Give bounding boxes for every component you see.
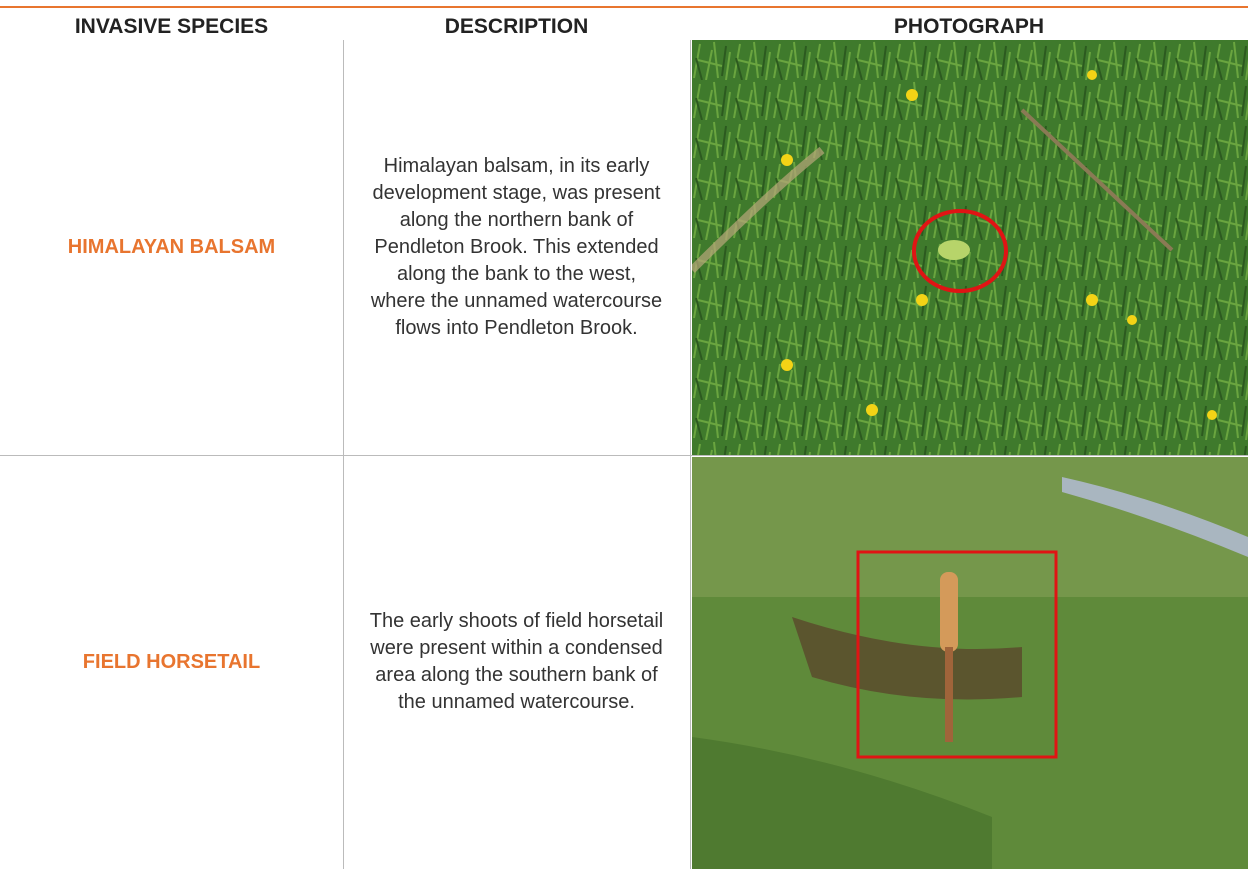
description: The early shoots of field horsetail were… xyxy=(369,610,664,713)
column-header: PHOTOGRAPH xyxy=(893,15,1045,38)
column-header: INVASIVE SPECIES xyxy=(74,15,269,38)
description: Himalayan balsam, in its early developme… xyxy=(370,155,663,339)
species-name: FIELD HORSETAIL xyxy=(82,650,261,673)
column-header: DESCRIPTION xyxy=(444,15,589,38)
rule xyxy=(0,6,1248,8)
photograph xyxy=(692,457,1248,869)
row-divider xyxy=(0,455,1248,456)
photograph xyxy=(692,40,1248,455)
column-divider xyxy=(690,40,691,869)
column-divider xyxy=(343,40,344,869)
species-name: HIMALAYAN BALSAM xyxy=(67,236,276,258)
